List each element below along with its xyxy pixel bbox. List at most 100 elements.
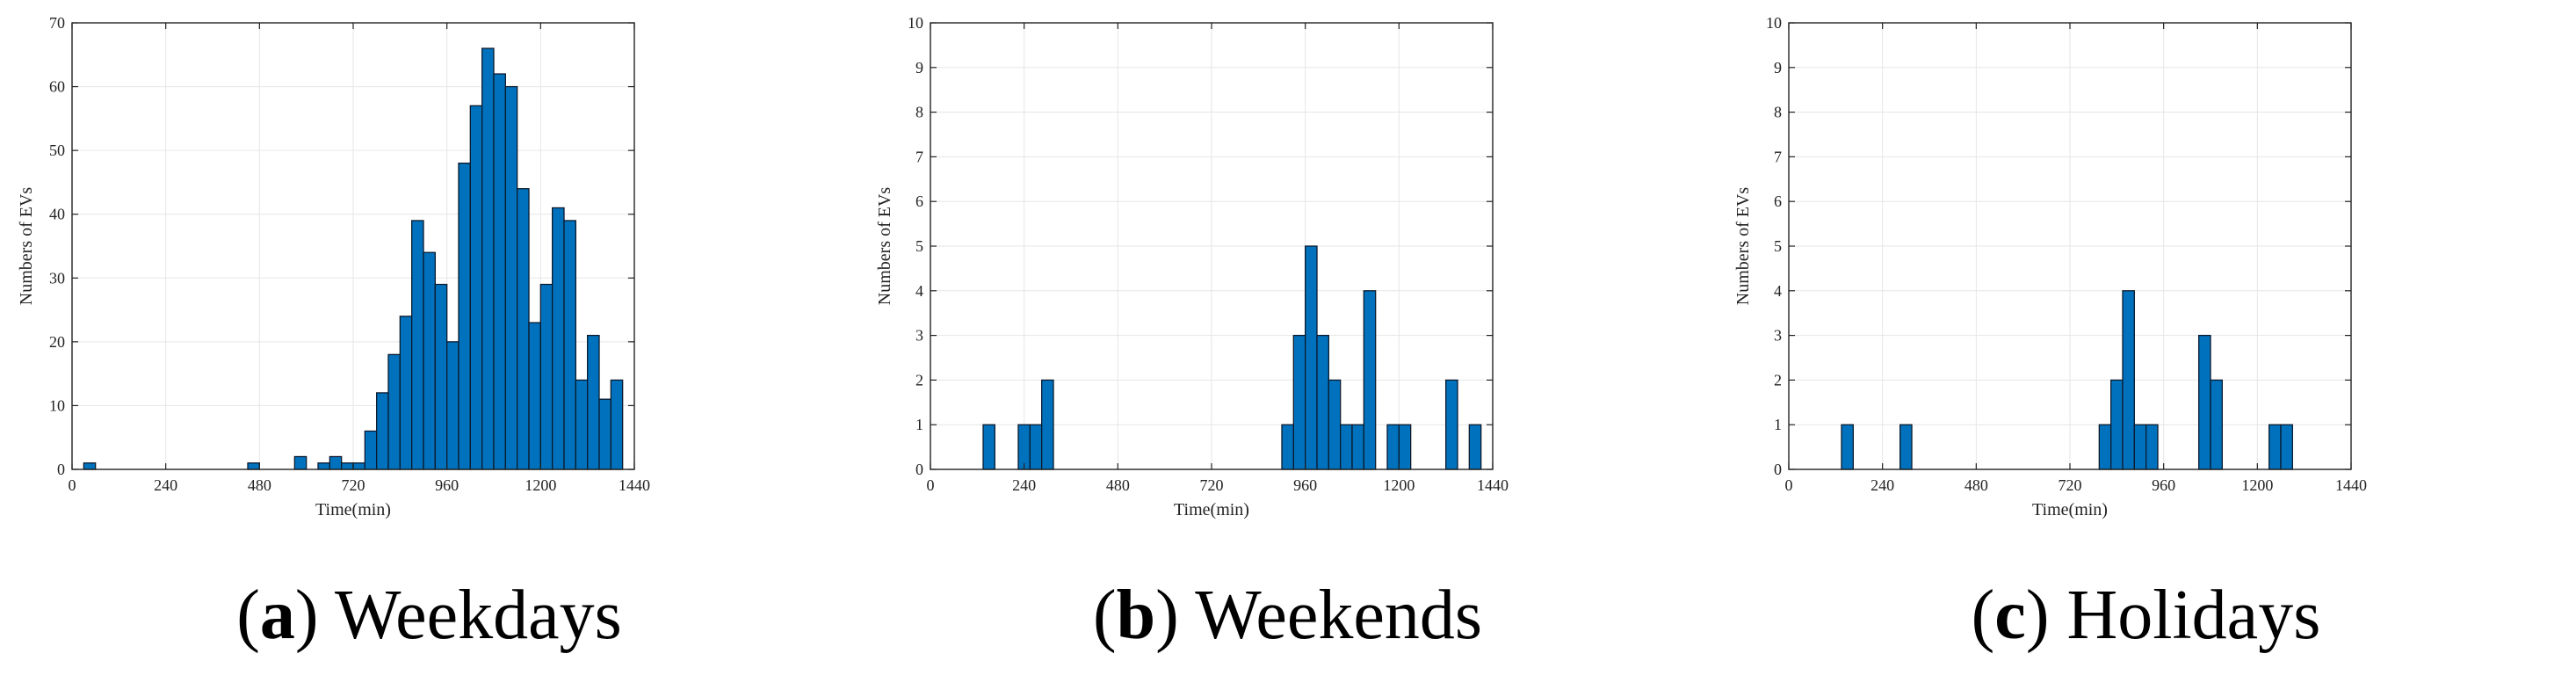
histogram-bar <box>982 424 995 470</box>
y-tick-label: 1 <box>1774 416 1782 433</box>
y-tick-label: 6 <box>1774 192 1782 210</box>
caption-text: Holidays <box>2066 577 2321 654</box>
histogram-bar <box>387 353 401 470</box>
histogram-bar <box>1386 424 1400 470</box>
y-axis-label: Numbers of EVs <box>17 187 36 306</box>
y-tick-label: 7 <box>915 148 923 165</box>
x-tick-label: 0 <box>69 476 76 494</box>
x-tick-label: 720 <box>2059 476 2082 494</box>
histogram-bar <box>2280 424 2293 470</box>
x-tick-label: 960 <box>435 476 459 494</box>
histogram-bar <box>2268 424 2282 470</box>
histogram-bar <box>575 379 589 470</box>
histogram-bar <box>1017 424 1031 470</box>
histogram-bar <box>481 47 495 470</box>
x-tick-label: 1200 <box>525 476 556 494</box>
x-tick-label: 240 <box>1012 476 1036 494</box>
x-tick-label: 1200 <box>1383 476 1415 494</box>
caption-holidays: (c) Holidays <box>1971 577 2321 654</box>
y-tick-label: 8 <box>915 104 923 121</box>
histogram-bar <box>1340 424 1353 470</box>
chart-weekdays: 0 240 480 720 960 1200 1440 0 10 20 30 40 50 60 70 Time… <box>17 14 650 519</box>
histogram-bar <box>610 379 624 470</box>
histogram-bar <box>1363 290 1377 470</box>
histogram-bar <box>1292 334 1306 470</box>
histogram-bar <box>563 220 576 470</box>
x-tick-label: 720 <box>1200 476 1224 494</box>
histogram-bar <box>2110 379 2124 470</box>
x-axis-label: Time(min) <box>315 500 391 519</box>
y-tick-label: 60 <box>49 78 65 96</box>
y-tick-label: 5 <box>1774 237 1782 255</box>
y-tick-label: 0 <box>1774 461 1782 478</box>
y-tick-label: 10 <box>49 396 65 414</box>
panel-holidays: 0 240 480 720 960 1200 1440 0 1 2 3 4 5 6 7 8 9 10 Time(mi… <box>1717 0 2575 690</box>
y-tick-label: 2 <box>915 371 923 389</box>
histogram-bar <box>1841 424 1854 470</box>
histogram-bar <box>411 220 424 470</box>
x-tick-label: 1440 <box>619 476 650 494</box>
x-tick-label: 480 <box>1106 476 1130 494</box>
x-tick-label: 720 <box>342 476 365 494</box>
histogram-bar <box>2145 424 2159 470</box>
x-tick-label: 480 <box>1965 476 1988 494</box>
histogram-bar <box>1899 424 1913 470</box>
x-tick-label: 0 <box>927 476 935 494</box>
y-axis-label: Numbers of EVs <box>875 187 894 306</box>
histogram-bar <box>552 207 565 470</box>
x-tick-label: 0 <box>1785 476 1793 494</box>
x-tick-label: 1200 <box>2241 476 2273 494</box>
chart-weekends: 0 240 480 720 960 1200 1440 0 1 2 3 4 5 6 7 8 9 10 Time(mi… <box>875 14 1509 519</box>
histogram-bar <box>1328 379 1342 470</box>
histogram-bar <box>1468 424 1482 470</box>
x-tick-label: 240 <box>154 476 177 494</box>
histogram-bar <box>247 462 260 470</box>
histogram-bar <box>293 455 308 470</box>
histogram-bar <box>504 85 518 470</box>
y-tick-label: 1 <box>915 416 923 433</box>
histogram-bar <box>587 334 600 470</box>
histogram-bar <box>1445 379 1458 470</box>
histogram-bar <box>317 462 330 470</box>
caption-letter: b <box>1116 577 1156 654</box>
histogram-bar <box>1305 245 1318 470</box>
histogram-bar <box>458 163 471 470</box>
histogram-bar <box>2098 424 2112 470</box>
y-tick-label: 10 <box>908 14 923 32</box>
panel-weekends: 0 240 480 720 960 1200 1440 0 1 2 3 4 5 6 7 8 9 10 Time(mi… <box>858 0 1717 690</box>
histogram-bar <box>517 188 530 470</box>
y-tick-label: 2 <box>1774 371 1782 389</box>
y-tick-label: 50 <box>49 142 65 159</box>
histogram-bar <box>1029 424 1043 470</box>
histogram-bar <box>329 455 343 470</box>
caption-letter: a <box>259 577 295 654</box>
histogram-bar <box>364 430 378 470</box>
caption-weekends: (b) Weekends <box>1092 577 1483 654</box>
caption-letter: c <box>1994 577 2026 654</box>
x-tick-label: 1440 <box>1477 476 1509 494</box>
caption-text: Weekdays <box>335 577 622 654</box>
histogram-bar <box>1281 424 1294 470</box>
x-axis-label: Time(min) <box>1174 500 1249 519</box>
x-tick-label: 240 <box>1870 476 1894 494</box>
caption-text: Weekends <box>1195 577 1483 654</box>
histogram-bar <box>83 462 97 470</box>
histogram-bar <box>434 283 448 470</box>
histogram-bar <box>2122 290 2135 470</box>
panel-weekdays: 0 240 480 720 960 1200 1440 0 10 20 30 40 50 60 70 Time… <box>0 0 858 690</box>
histogram-bar <box>598 398 611 470</box>
histogram-bar <box>423 251 436 470</box>
histogram-bar <box>399 316 413 470</box>
y-tick-label: 4 <box>1774 282 1782 300</box>
y-tick-label: 4 <box>915 282 923 300</box>
histogram-bar <box>2133 424 2147 470</box>
y-tick-label: 30 <box>49 269 65 287</box>
y-tick-label: 0 <box>915 461 923 478</box>
y-axis-label: Numbers of EVs <box>1733 187 1753 306</box>
y-tick-label: 6 <box>915 192 923 210</box>
histogram-bar <box>376 392 389 470</box>
x-axis-label: Time(min) <box>2032 500 2108 519</box>
x-tick-label: 960 <box>1293 476 1317 494</box>
y-tick-label: 3 <box>915 327 923 345</box>
y-tick-label: 3 <box>1774 327 1782 345</box>
